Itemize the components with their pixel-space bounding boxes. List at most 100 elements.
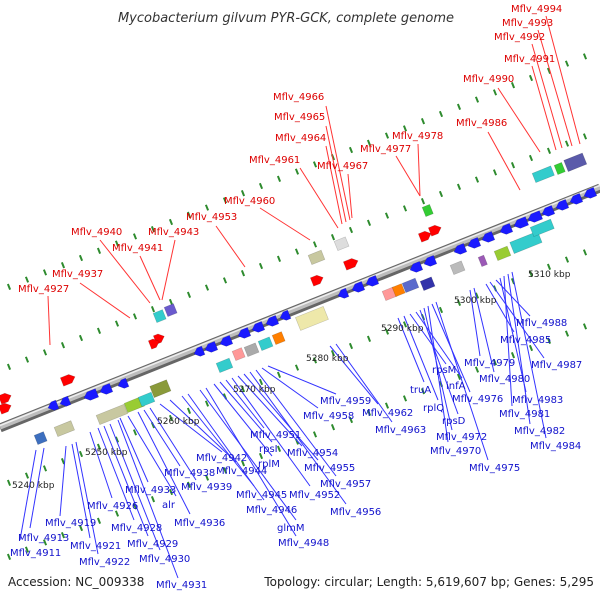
tick-mark [582, 249, 588, 256]
gene-label[interactable]: Mflv_4970 [430, 446, 481, 457]
gene-label[interactable]: Mflv_4980 [479, 374, 530, 385]
gene-label[interactable]: Mflv_4939 [181, 482, 232, 493]
gene-label[interactable]: Mflv_4937 [52, 269, 103, 280]
gene-label[interactable]: Mflv_4965 [274, 112, 325, 123]
gene-label[interactable]: Mflv_4927 [18, 284, 69, 295]
gene-label[interactable]: Mflv_4959 [320, 396, 371, 407]
label-connector [187, 393, 265, 501]
gene-label[interactable]: Mflv_4955 [304, 463, 355, 474]
gene-label[interactable]: rplQ [423, 403, 444, 414]
gene-label[interactable]: Mflv_4948 [278, 538, 329, 549]
gene-label[interactable]: alr [162, 500, 176, 511]
gene-label[interactable]: Mflv_4919 [45, 518, 96, 529]
gene-label[interactable]: Mflv_4945 [236, 490, 287, 501]
gene-label[interactable]: Mflv_4962 [362, 408, 413, 419]
gene-label[interactable]: Mflv_4990 [463, 74, 514, 85]
gene-label[interactable]: infA [446, 381, 466, 392]
gene-label[interactable]: Mflv_4926 [87, 501, 138, 512]
gene-label[interactable]: Mflv_4929 [127, 539, 178, 550]
tick-mark [276, 445, 282, 452]
gene-label[interactable]: rpsD [442, 416, 466, 427]
gene-label[interactable]: Mflv_4958 [303, 411, 354, 422]
gene-label[interactable]: Mflv_4928 [111, 523, 162, 534]
reverse-gene-arrow [499, 222, 514, 235]
tick-mark [222, 277, 228, 284]
gene-label[interactable]: Mflv_4956 [330, 507, 381, 518]
gene-label[interactable]: Mflv_4979 [464, 358, 515, 369]
gene-label[interactable]: rpsM [432, 365, 456, 376]
gene-label[interactable]: Mflv_4943 [148, 227, 199, 238]
tick-mark [546, 147, 552, 154]
gene-label[interactable]: Mflv_4991 [504, 54, 555, 65]
label-connector [329, 345, 379, 405]
gene-label[interactable]: Mflv_4981 [499, 409, 550, 420]
gene-label[interactable]: rplM [258, 459, 280, 470]
gene-label[interactable]: Mflv_4993 [502, 18, 553, 29]
gene-label[interactable]: Mflv_4986 [456, 118, 507, 129]
label-connector [89, 431, 113, 499]
gene-label[interactable]: Mflv_4911 [10, 548, 61, 559]
gene-label[interactable]: Mflv_4992 [494, 32, 545, 43]
feature-block [401, 277, 420, 294]
gene-label[interactable]: Mflv_4931 [156, 580, 207, 591]
tick-mark [258, 182, 264, 190]
gene-label[interactable]: Mflv_4975 [469, 463, 520, 474]
gene-label[interactable]: Mflv_4933 [125, 485, 176, 496]
gene-label[interactable]: Mflv_4972 [436, 432, 487, 443]
label-connector [267, 365, 337, 395]
reverse-gene-arrow [453, 242, 468, 255]
gene-label[interactable]: Mflv_4994 [511, 4, 562, 15]
tick-mark [528, 154, 534, 162]
gene-label[interactable]: Mflv_4938 [164, 468, 215, 479]
gene-label[interactable]: Mflv_4966 [273, 92, 324, 103]
gene-label[interactable]: Mflv_4936 [174, 518, 225, 529]
gene-label[interactable]: Mflv_4941 [112, 243, 163, 254]
gene-label[interactable]: Mflv_4946 [246, 505, 297, 516]
gene-label[interactable]: Mflv_4960 [224, 196, 275, 207]
label-connector [213, 383, 273, 457]
gene-label[interactable]: Mflv_4921 [70, 541, 121, 552]
tick-mark [276, 175, 282, 182]
tick-mark [204, 400, 210, 407]
gene-label[interactable]: Mflv_4953 [186, 212, 237, 223]
gene-label[interactable]: Mflv_4977 [360, 144, 411, 155]
reverse-gene-arrow [365, 274, 380, 287]
gene-label[interactable]: Mflv_4987 [531, 360, 582, 371]
gene-label[interactable]: Mflv_4976 [452, 394, 503, 405]
tick-mark [78, 334, 84, 342]
tick-mark [204, 284, 210, 291]
gene-label[interactable]: glmM [277, 523, 305, 534]
label-connector [47, 295, 51, 346]
gene-label[interactable]: Mflv_4940 [71, 227, 122, 238]
gene-label[interactable]: rpsI [259, 444, 278, 455]
gene-label[interactable]: Mflv_4922 [79, 557, 130, 568]
gene-label[interactable]: Mflv_4985 [500, 335, 551, 346]
label-connector [499, 277, 527, 393]
gene-label[interactable]: Mflv_4954 [287, 448, 338, 459]
tick-mark [456, 183, 462, 190]
label-connector [259, 207, 311, 241]
gene-label[interactable]: Mflv_4961 [249, 155, 300, 166]
gene-label[interactable]: Mflv_4944 [216, 466, 267, 477]
tick-mark [186, 407, 192, 414]
label-connector [347, 173, 353, 219]
label-connector [97, 427, 135, 521]
gene-label[interactable]: truA [410, 385, 431, 396]
gene-label[interactable]: Mflv_4963 [375, 425, 426, 436]
gene-label[interactable]: Mflv_4913 [18, 533, 69, 544]
gene-label[interactable]: Mflv_4951 [250, 430, 301, 441]
gene-label[interactable]: Mflv_4984 [530, 441, 581, 452]
gene-label[interactable]: Mflv_4942 [196, 453, 247, 464]
gene-label[interactable]: Mflv_4978 [392, 131, 443, 142]
gene-label[interactable]: Mflv_4983 [512, 395, 563, 406]
gene-label[interactable]: Mflv_4967 [317, 161, 368, 172]
gene-label[interactable]: Mflv_4982 [514, 426, 565, 437]
gene-label[interactable]: Mflv_4952 [289, 490, 340, 501]
tick-mark [114, 240, 120, 247]
gene-label[interactable]: Mflv_4988 [516, 318, 567, 329]
feature-block [333, 236, 350, 252]
gene-label[interactable]: Mflv_4930 [139, 554, 190, 565]
gene-label[interactable]: Mflv_4964 [275, 133, 326, 144]
gene-label[interactable]: Mflv_4957 [320, 479, 371, 490]
tick-mark [186, 211, 192, 218]
